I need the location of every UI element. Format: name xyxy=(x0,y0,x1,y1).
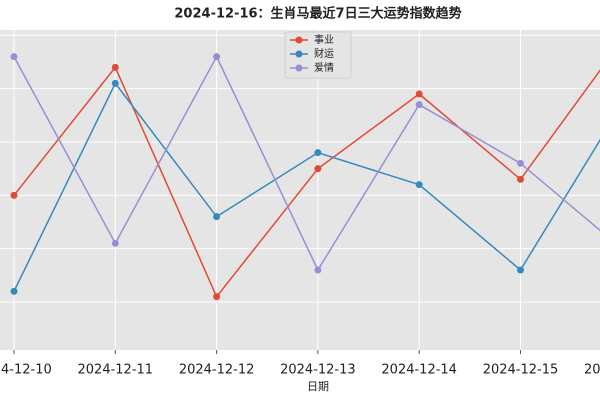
data-point xyxy=(415,90,423,98)
data-point xyxy=(517,175,524,183)
data-point xyxy=(314,149,322,157)
legend-marker xyxy=(295,36,303,44)
x-tick-label: 2024-12-11 xyxy=(78,363,154,378)
data-point xyxy=(213,53,221,61)
data-point xyxy=(517,159,524,167)
data-point xyxy=(213,213,221,221)
x-tick-label: 2024-12-16 xyxy=(584,363,600,378)
x-tick-label: 2024-12-12 xyxy=(179,363,255,378)
data-point xyxy=(314,266,322,274)
data-point xyxy=(213,293,221,301)
legend-label: 爱情 xyxy=(314,61,334,74)
legend-marker xyxy=(295,64,303,72)
legend-label: 事业 xyxy=(314,33,334,46)
data-point xyxy=(111,239,119,247)
data-point xyxy=(10,191,18,199)
data-point xyxy=(10,287,18,295)
x-tick-label: 2024-12-10 xyxy=(0,363,52,378)
legend-label: 财运 xyxy=(314,47,334,60)
x-axis-label: 日期 xyxy=(307,380,329,393)
data-point xyxy=(111,63,119,71)
data-point xyxy=(10,53,18,61)
x-tick-label: 2024-12-13 xyxy=(280,363,356,378)
data-point xyxy=(111,79,119,87)
plot-area xyxy=(0,30,600,350)
data-point xyxy=(314,165,322,173)
legend-marker xyxy=(295,50,303,58)
data-point xyxy=(415,181,423,189)
x-tick-label: 2024-12-15 xyxy=(483,363,559,378)
data-point xyxy=(415,101,423,109)
data-point xyxy=(517,266,524,274)
x-tick-label: 2024-12-14 xyxy=(381,363,457,378)
chart-title: 2024-12-16：生肖马最近7日三大运势指数趋势 xyxy=(174,6,461,22)
